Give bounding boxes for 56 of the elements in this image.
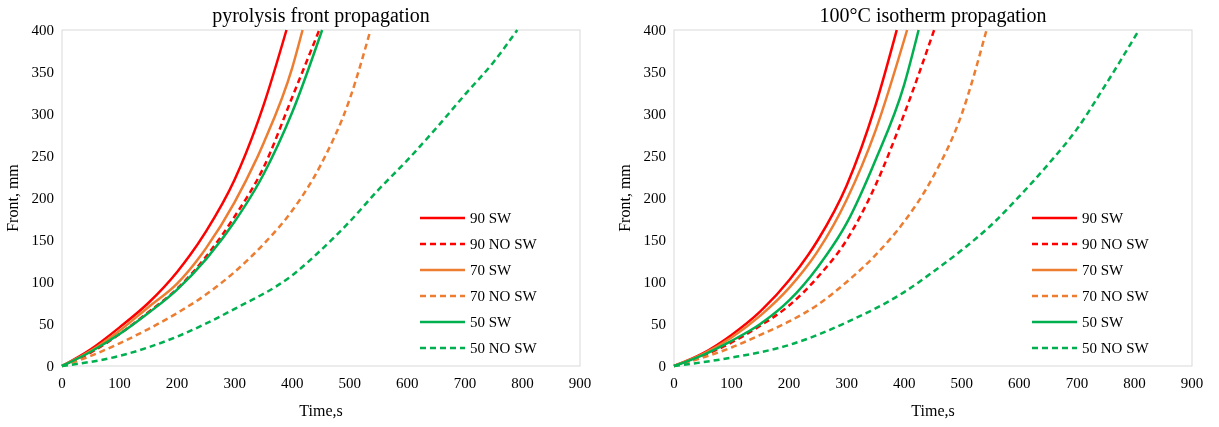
legend-label: 50 SW [1082,314,1125,330]
legend-label: 70 SW [1082,262,1125,278]
y-tick-label: 250 [643,148,666,164]
legend-label: 70 NO SW [470,288,538,304]
x-tick-label: 700 [1065,375,1089,391]
x-tick-label: 800 [511,375,534,391]
y-tick-label: 300 [31,106,54,122]
legend-label: 70 SW [470,262,513,278]
y-tick-label: 100 [31,274,54,290]
y-tick-label: 100 [643,274,666,290]
y-tick-label: 250 [31,148,54,164]
x-tick-label: 0 [670,375,678,391]
chart-title: pyrolysis front propagation [212,4,430,27]
y-tick-label: 50 [39,316,54,332]
x-tick-label: 300 [835,375,858,391]
x-tick-label: 100 [108,375,131,391]
x-tick-label: 100 [720,375,743,391]
x-tick-label: 800 [1123,375,1146,391]
y-tick-label: 0 [658,358,666,374]
chart-title: 100°C isotherm propagation [819,4,1047,27]
y-tick-label: 300 [643,106,666,122]
y-tick-label: 350 [643,64,666,80]
x-tick-label: 700 [453,375,477,391]
x-tick-label: 900 [568,375,592,391]
x-tick-label: 400 [280,375,304,391]
legend-label: 50 NO SW [470,340,538,356]
legend-label: 90 SW [1082,210,1125,226]
y-tick-label: 150 [31,232,54,248]
x-axis-title: Time,s [911,402,955,419]
x-tick-label: 900 [1180,375,1204,391]
y-tick-label: 400 [31,22,54,38]
x-tick-label: 500 [950,375,974,391]
legend-label: 50 NO SW [1082,340,1150,356]
x-tick-label: 300 [223,375,246,391]
x-tick-label: 600 [1008,375,1031,391]
x-tick-label: 500 [338,375,362,391]
y-tick-label: 50 [651,316,666,332]
x-tick-label: 200 [777,375,801,391]
y-tick-label: 150 [643,232,666,248]
y-axis-title: Front, mm [4,163,21,232]
legend-label: 70 NO SW [1082,288,1150,304]
x-tick-label: 0 [58,375,66,391]
y-axis-title: Front, mm [616,163,633,232]
x-tick-label: 400 [892,375,916,391]
y-tick-label: 0 [46,358,54,374]
x-tick-label: 200 [165,375,189,391]
x-tick-label: 600 [396,375,419,391]
y-tick-label: 200 [31,190,54,206]
legend-label: 90 NO SW [470,236,538,252]
y-tick-label: 200 [643,190,666,206]
legend-label: 90 SW [470,210,513,226]
legend-label: 90 NO SW [1082,236,1150,252]
legend-label: 50 SW [470,314,513,330]
y-tick-label: 350 [31,64,54,80]
y-tick-label: 400 [643,22,666,38]
x-axis-title: Time,s [299,402,343,419]
